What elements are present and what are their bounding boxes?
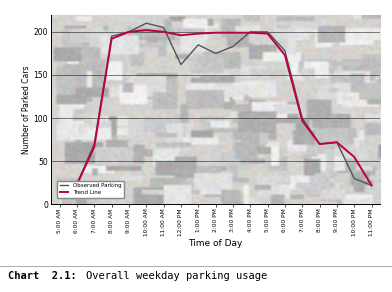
Observed Parking: [352, 177, 357, 180]
Trend Line: [369, 184, 374, 187]
Trend Line: [283, 53, 287, 57]
Observed Parking: [109, 34, 114, 38]
Trend Line: [230, 31, 235, 34]
Line: Observed Parking: Observed Parking: [60, 23, 372, 185]
Trend Line: [352, 155, 357, 159]
Observed Parking: [92, 142, 97, 146]
Trend Line: [127, 30, 131, 34]
Trend Line: [161, 30, 166, 34]
Observed Parking: [161, 26, 166, 29]
Trend Line: [196, 32, 201, 35]
Trend Line: [213, 31, 218, 34]
Observed Parking: [334, 140, 339, 144]
Legend: Observed Parking, Trend Line: Observed Parking, Trend Line: [57, 181, 124, 198]
Observed Parking: [144, 22, 149, 25]
Trend Line: [179, 34, 183, 37]
Observed Parking: [265, 30, 270, 34]
Observed Parking: [179, 63, 183, 66]
Line: Trend Line: Trend Line: [60, 30, 372, 185]
Observed Parking: [283, 49, 287, 53]
Trend Line: [300, 119, 305, 122]
Observed Parking: [196, 43, 201, 46]
Observed Parking: [74, 182, 79, 185]
Observed Parking: [57, 184, 62, 187]
Text: Overall weekday parking usage: Overall weekday parking usage: [86, 271, 267, 281]
Trend Line: [334, 140, 339, 144]
Observed Parking: [300, 117, 305, 120]
Observed Parking: [230, 45, 235, 48]
Observed Parking: [248, 30, 252, 34]
Trend Line: [109, 37, 114, 41]
X-axis label: Time of Day: Time of Day: [189, 239, 243, 248]
Observed Parking: [213, 52, 218, 55]
Trend Line: [265, 32, 270, 35]
Observed Parking: [317, 142, 322, 146]
Y-axis label: Number of Parked Cars: Number of Parked Cars: [22, 65, 31, 154]
Trend Line: [248, 31, 252, 34]
Trend Line: [92, 145, 97, 148]
Text: Chart  2.1:: Chart 2.1:: [8, 271, 76, 281]
Observed Parking: [127, 30, 131, 34]
Trend Line: [57, 184, 62, 187]
Trend Line: [74, 183, 79, 186]
Trend Line: [317, 142, 322, 146]
Trend Line: [144, 28, 149, 32]
Observed Parking: [369, 184, 374, 187]
